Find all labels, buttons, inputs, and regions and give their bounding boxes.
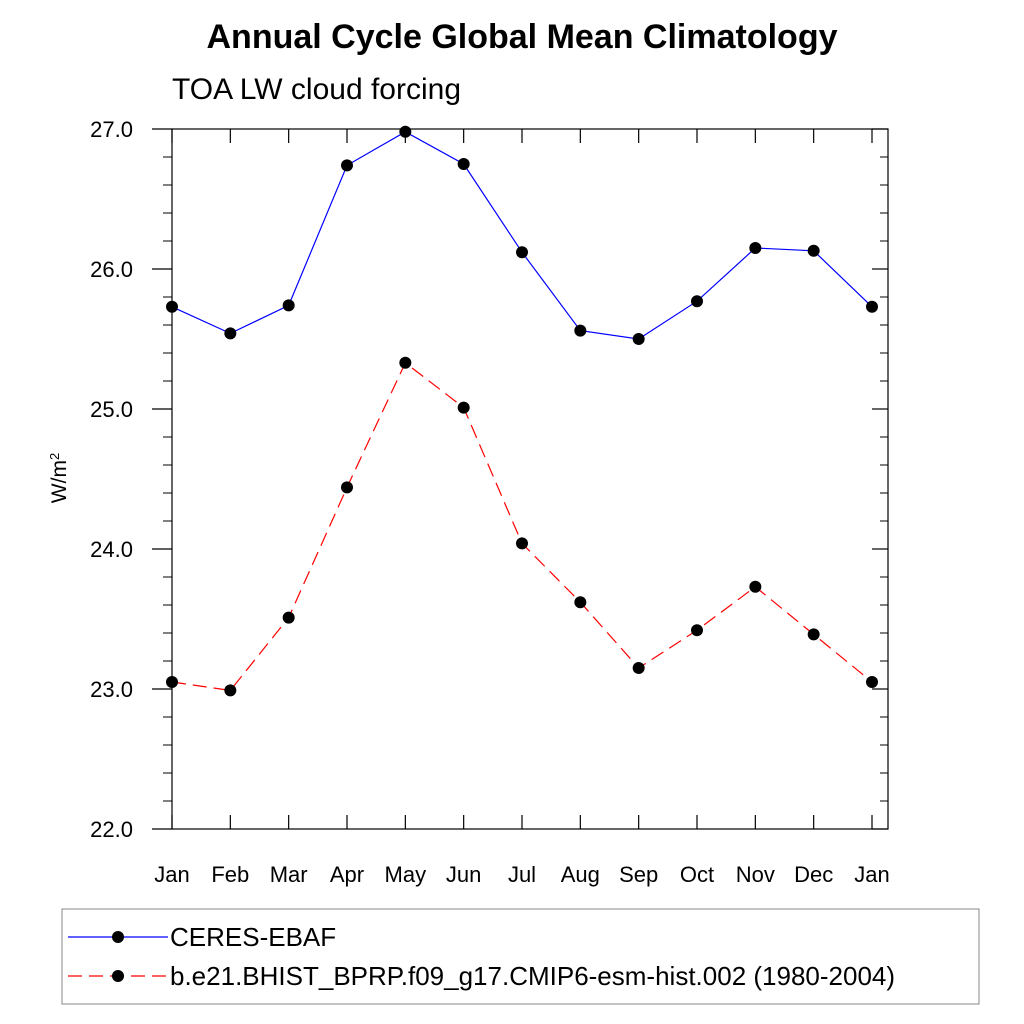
x-tick-label: Oct	[680, 862, 714, 887]
series-1-point	[457, 158, 470, 170]
y-tick-label: 26.0	[90, 257, 133, 282]
data-series	[166, 125, 878, 697]
series-1-point	[341, 159, 353, 172]
series-1-point	[749, 242, 762, 254]
series-2-point	[807, 628, 820, 641]
legend: CERES-EBAF b.e21.BHIST_BPRP.f09_g17.CMIP6…	[61, 908, 980, 1005]
series-2-point	[632, 662, 645, 674]
series-2-point	[341, 481, 353, 494]
series-1-point	[574, 324, 587, 337]
series-2-point	[282, 611, 295, 624]
y-axis-label-unit: W/m	[48, 460, 71, 503]
axes: Jan Feb Mar Apr May Jun Jul Aug Sep Oct Nov Dec Jan 2…	[90, 117, 890, 887]
plot-frame	[171, 128, 889, 830]
legend-items: CERES-EBAF b.e21.BHIST_BPRP.f09_g17.CMIP6…	[68, 922, 895, 991]
legend-box	[61, 908, 980, 1005]
x-tick-label: Dec	[794, 862, 833, 887]
y-axis-label: W/m2	[47, 453, 72, 503]
x-tick-label: Apr	[330, 862, 364, 887]
x-tick-label: Jan	[854, 862, 889, 887]
series-2-point	[399, 356, 412, 369]
x-tick-label: Jul	[508, 862, 536, 887]
legend-label-2: b.e21.BHIST_BPRP.f09_g17.CMIP6-esm-hist.…	[170, 961, 895, 991]
y-tick-label: 23.0	[90, 677, 133, 702]
x-tick-label: Mar	[270, 862, 308, 887]
x-tick-label: Jun	[446, 862, 481, 887]
series-1-point	[224, 327, 237, 340]
y-axis-label-superscript: 2	[47, 453, 62, 460]
series-1-point	[632, 333, 645, 345]
series-1-point	[807, 244, 820, 257]
series-2-point	[224, 684, 237, 697]
x-tick-label: Feb	[211, 862, 249, 887]
series-1-point	[516, 246, 528, 259]
x-tick-label: Nov	[736, 862, 775, 887]
x-tick-label: Sep	[619, 862, 658, 887]
legend-marker-2	[112, 970, 124, 982]
series-1-point	[866, 300, 878, 313]
y-tick-label: 22.0	[90, 817, 133, 842]
legend-marker-1	[112, 931, 124, 943]
chart-subtitle: TOA LW cloud forcing	[172, 73, 461, 106]
x-tick-label: May	[385, 862, 427, 887]
series-2-point	[691, 624, 703, 637]
series-1-point	[282, 299, 295, 312]
series-1-point	[691, 295, 703, 308]
chart-title: Annual Cycle Global Mean Climatology	[207, 18, 838, 56]
y-tick-label: 24.0	[90, 537, 133, 562]
series-2-point	[866, 676, 878, 688]
y-tick-label: 25.0	[90, 397, 133, 422]
y-tick-label: 27.0	[90, 117, 133, 142]
series-1-point	[399, 125, 412, 138]
series-2-point	[574, 596, 587, 609]
legend-label-1: CERES-EBAF	[170, 922, 336, 952]
series-2-point	[516, 537, 528, 550]
series-line-1	[171, 131, 873, 340]
x-tick-label: Aug	[561, 862, 600, 887]
series-2-point	[457, 401, 470, 414]
series-2-point	[749, 580, 762, 593]
series-line-2	[171, 361, 873, 692]
x-tick-label: Jan	[154, 862, 189, 887]
